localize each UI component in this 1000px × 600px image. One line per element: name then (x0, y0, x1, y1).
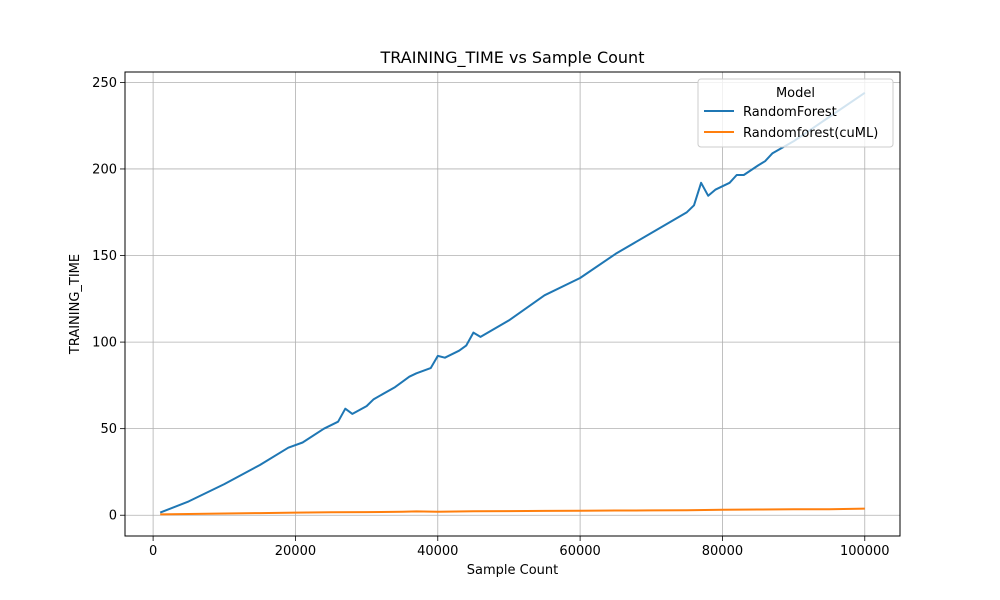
x-tick-label: 100000 (840, 544, 890, 559)
y-tick-label: 150 (92, 249, 117, 264)
legend-box (697, 78, 894, 148)
series-line-randomforest (159, 91, 866, 514)
x-tick-label: 80000 (702, 544, 743, 559)
legend-title: Model (776, 86, 815, 101)
x-tick-label: 0 (149, 544, 157, 559)
legend-label-randomforest: RandomForest (743, 105, 837, 120)
series-line-randomforest-cuml (160, 507, 865, 516)
y-tick-label: 200 (92, 162, 117, 177)
y-tick-label: 0 (109, 509, 117, 524)
x-tick-label: 60000 (559, 544, 600, 559)
y-axis-label: TRAINING_TIME (68, 254, 83, 355)
x-tick-label: 20000 (275, 544, 316, 559)
series-lines (159, 91, 866, 516)
y-tick-label: 250 (92, 76, 117, 91)
y-tick-label: 100 (92, 336, 117, 351)
x-axis-label: Sample Count (467, 563, 558, 578)
chart-title: TRAINING_TIME vs Sample Count (380, 48, 645, 68)
plot-frame (124, 71, 901, 537)
y-tick-label: 50 (100, 422, 117, 437)
legend: Model RandomForest Randomforest(cuML) (697, 78, 894, 148)
x-tick-label: 40000 (417, 544, 458, 559)
axis-ticks: 0 20000 40000 60000 80000 100000 0 50 100 150 200 2… (92, 76, 889, 559)
grid-lines (125, 72, 900, 536)
legend-label-randomforest-cuml: Randomforest(cuML) (743, 126, 878, 141)
